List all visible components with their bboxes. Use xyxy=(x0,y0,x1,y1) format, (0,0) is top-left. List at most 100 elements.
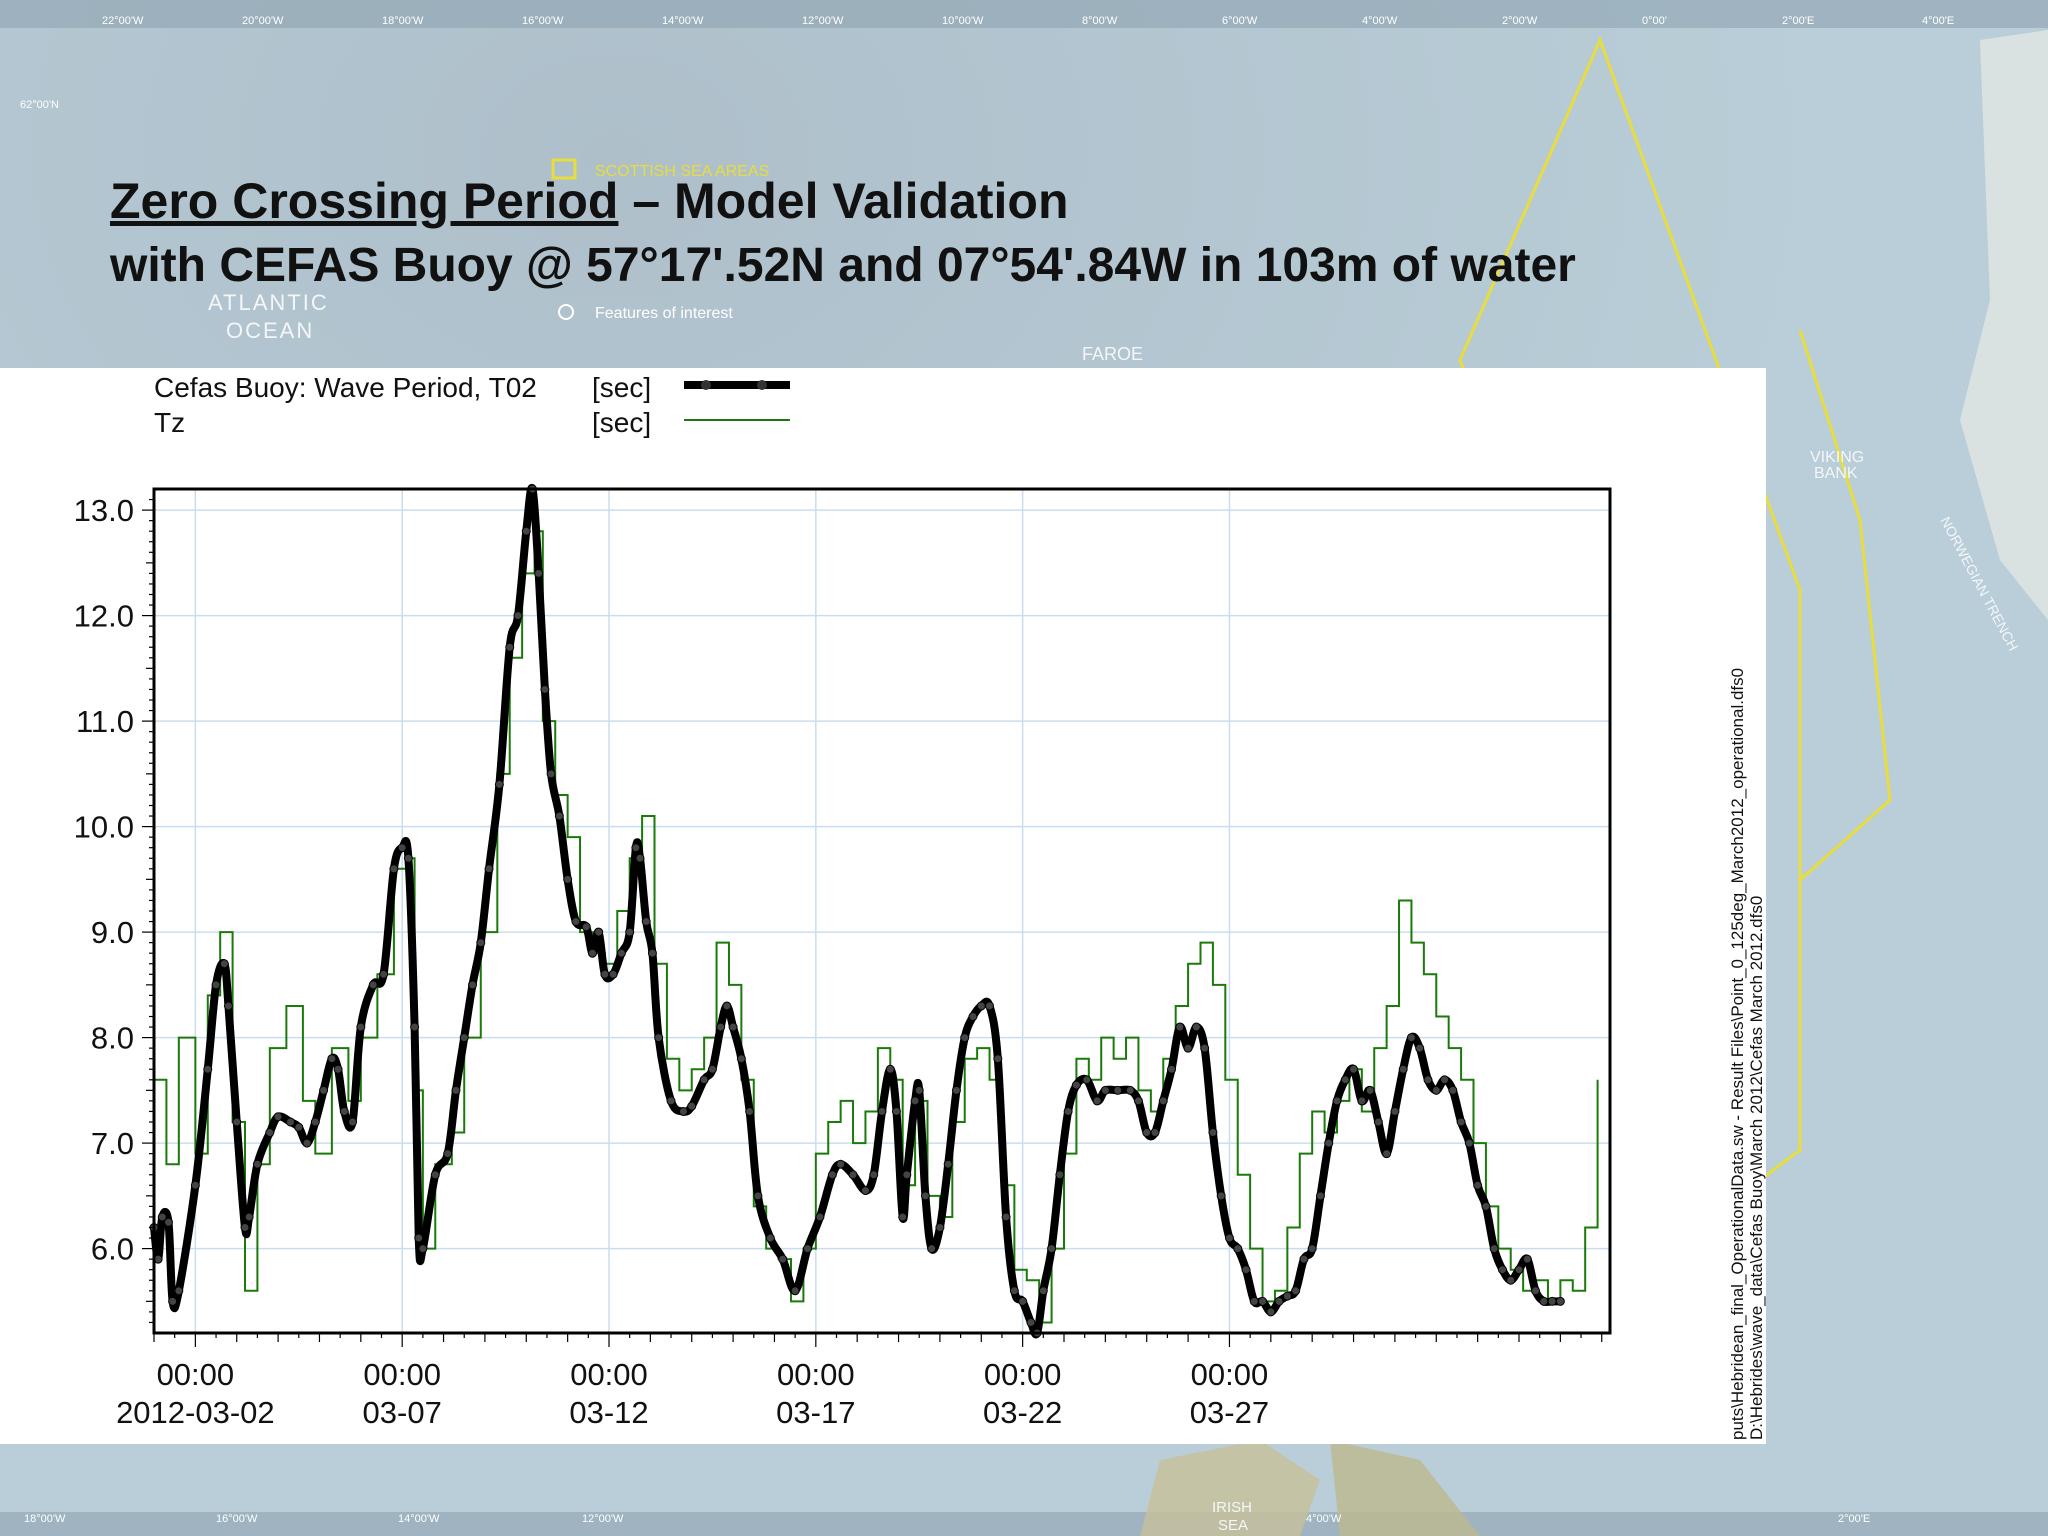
cefas-buoy-point xyxy=(1555,1296,1565,1306)
cefas-buoy-point xyxy=(451,1085,461,1095)
cefas-buoy-point xyxy=(1489,1244,1499,1254)
cefas-buoy-point xyxy=(513,611,523,621)
map-lat-62: 62°00'N xyxy=(20,99,59,111)
y-tick-label: 7.0 xyxy=(91,1126,134,1161)
y-tick-label: 13.0 xyxy=(74,493,134,528)
cefas-buoy-point xyxy=(540,684,550,694)
cefas-buoy-point xyxy=(993,1054,1003,1064)
map-top-longitude-label: 18°00'W xyxy=(382,15,424,27)
cefas-buoy-point xyxy=(935,1223,945,1232)
cefas-buoy-point xyxy=(571,917,581,927)
cefas-buoy-point xyxy=(745,1106,755,1116)
cefas-buoy-point xyxy=(1497,1265,1507,1275)
cefas-buoy-point xyxy=(286,1117,295,1127)
cefas-buoy-point xyxy=(687,1101,697,1111)
map-top-longitude-label: 2°00'E xyxy=(1782,15,1814,27)
cefas-buoy-point xyxy=(1324,1138,1334,1148)
cefas-buoy-point xyxy=(1390,1106,1400,1116)
series-cefas-buoy xyxy=(149,483,1565,1339)
cefas-buoy-point xyxy=(860,1186,870,1196)
cefas-buoy-point xyxy=(310,1117,320,1127)
cefas-buoy-point xyxy=(521,526,531,536)
map-bottom-longitude-label: 12°00'W xyxy=(582,1513,624,1525)
cefas-buoy-point xyxy=(594,927,604,937)
zero-crossing-period-chart: Cefas Buoy: Wave Period, T02 [sec] Tz [s… xyxy=(74,372,1766,1440)
cefas-buoy-point xyxy=(1522,1254,1532,1264)
cefas-buoy-point xyxy=(1125,1085,1135,1095)
cefas-buoy-point xyxy=(910,1096,920,1106)
cefas-buoy-point xyxy=(716,1022,726,1032)
x-tick-label-date: 03-22 xyxy=(983,1395,1062,1430)
x-axis: 00:002012-03-0200:0003-0700:0003-1200:00… xyxy=(116,1333,1603,1430)
cefas-buoy-point xyxy=(203,1064,213,1074)
cefas-buoy-point xyxy=(1100,1085,1110,1095)
cefas-buoy-point xyxy=(1001,1212,1011,1222)
map-label-ocean: OCEAN xyxy=(226,318,314,343)
cefas-buoy-point xyxy=(1531,1286,1541,1296)
cefas-buoy-point xyxy=(1307,1244,1317,1254)
cefas-buoy-point xyxy=(1539,1296,1549,1306)
x-tick-label-date: 2012-03-02 xyxy=(116,1395,275,1430)
map-top-longitude-label: 6°00'W xyxy=(1222,15,1258,27)
slide-subtitle: with CEFAS Buoy @ 57°17'.52N and 07°54'.… xyxy=(110,239,1576,292)
side-path-line1: puts\Hebridean_final_OperationalData.sw … xyxy=(1728,668,1747,1440)
cefas-buoy-point xyxy=(223,1001,233,1011)
x-tick-label-time: 00:00 xyxy=(157,1357,235,1392)
cefas-buoy-point xyxy=(190,1180,200,1190)
cefas-buoy-point xyxy=(699,1075,709,1085)
cefas-buoy-point xyxy=(587,948,597,958)
cefas-buoy-point xyxy=(1382,1149,1392,1159)
cefas-buoy-point xyxy=(1092,1096,1102,1106)
cefas-buoy-point xyxy=(1440,1075,1450,1085)
map-top-longitude-label: 12°00'W xyxy=(802,15,844,27)
cefas-buoy-point xyxy=(1266,1307,1276,1317)
cefas-buoy-point xyxy=(1183,1043,1193,1053)
cefas-buoy-point xyxy=(368,980,378,990)
cefas-buoy-point xyxy=(534,568,544,578)
cefas-buoy-point xyxy=(157,1212,167,1222)
cefas-buoy-point xyxy=(600,969,610,979)
map-label-viking: VIKING xyxy=(1810,449,1864,466)
map-top-longitude-label: 16°00'W xyxy=(522,15,564,27)
cefas-buoy-point xyxy=(1473,1180,1483,1190)
cefas-buoy-point xyxy=(1241,1265,1251,1275)
cefas-buoy-point xyxy=(379,969,389,979)
cefas-buoy-point xyxy=(902,1170,912,1180)
cefas-buoy-point xyxy=(625,927,635,937)
cefas-buoy-point xyxy=(174,1286,184,1296)
sea-area-legend-swatch xyxy=(551,158,577,180)
cefas-buoy-point xyxy=(943,1159,953,1169)
cefas-buoy-point xyxy=(546,769,556,779)
cefas-buoy-point xyxy=(168,1296,178,1306)
cefas-buoy-point xyxy=(1332,1096,1342,1106)
chart-panel: Cefas Buoy: Wave Period, T02 [sec] Tz [s… xyxy=(0,368,1766,1444)
cefas-buoy-point xyxy=(728,1022,738,1032)
cefas-buoy-point xyxy=(1191,1022,1201,1032)
map-bottom-longitude-label: 14°00'W xyxy=(398,1513,440,1525)
cefas-buoy-point xyxy=(430,1170,440,1180)
cefas-buoy-point xyxy=(1018,1296,1028,1306)
legend-series1-marker xyxy=(757,380,767,390)
map-top-longitude-label: 14°00'W xyxy=(662,15,704,27)
cefas-buoy-point xyxy=(418,1244,428,1254)
x-tick-label-time: 00:00 xyxy=(363,1357,441,1392)
cefas-buoy-point xyxy=(1357,1096,1367,1106)
cefas-buoy-point xyxy=(631,843,641,853)
cefas-buoy-point xyxy=(790,1286,800,1296)
cefas-buoy-point xyxy=(927,1244,937,1254)
y-tick-label: 10.0 xyxy=(74,810,134,845)
x-tick-label-time: 00:00 xyxy=(570,1357,648,1392)
map-top-longitude-label: 2°00'W xyxy=(1502,15,1538,27)
cefas-buoy-point xyxy=(1506,1275,1516,1285)
legend-series1-name: Cefas Buoy: Wave Period, T02 xyxy=(154,372,537,403)
cefas-buoy-point xyxy=(1291,1286,1301,1296)
legend-series1-marker xyxy=(701,380,711,390)
cefas-buoy-point xyxy=(877,1106,887,1116)
cefas-buoy-point xyxy=(468,980,477,990)
cefas-buoy-point xyxy=(1315,1191,1325,1201)
y-tick-label: 9.0 xyxy=(91,915,134,950)
y-tick-label: 11.0 xyxy=(76,704,134,739)
cefas-buoy-point xyxy=(707,1064,717,1074)
cefas-buoy-point xyxy=(163,1217,173,1227)
legend: Cefas Buoy: Wave Period, T02 [sec] Tz [s… xyxy=(154,372,790,438)
